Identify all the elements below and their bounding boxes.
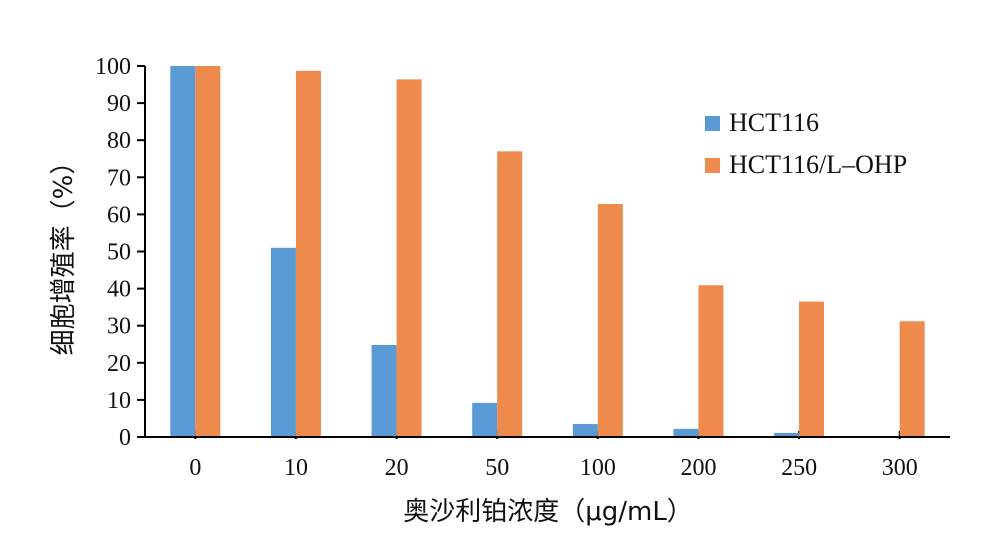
bar-hct116-l-ohp (295, 70, 321, 437)
bar-hct116-l-ohp (195, 66, 221, 437)
x-tick-label: 0 (189, 455, 201, 481)
legend-swatch (705, 116, 720, 131)
y-tick-label: 0 (119, 425, 131, 451)
y-axis: 0 10 20 30 40 50 60 70 80 90 100 (95, 54, 146, 451)
x-axis-title: 奥沙利铂浓度（μg/mL） (403, 497, 693, 527)
x-tick-label: 300 (882, 455, 918, 481)
legend: HCT116 HCT116/L–OHP (705, 108, 907, 179)
bar-hct116-l-ohp (497, 151, 523, 437)
y-axis-title: 细胞增殖率（%） (49, 149, 79, 356)
bar-hct116-l-ohp (396, 79, 422, 437)
x-tick-label: 200 (680, 455, 716, 481)
bar-hct116 (170, 66, 196, 437)
y-tick-label: 100 (95, 54, 131, 80)
bar-hct116-l-ohp (799, 301, 825, 437)
y-tick-label: 70 (107, 165, 131, 191)
y-tick-label: 10 (107, 388, 131, 414)
bars (145, 66, 950, 438)
x-tick-label: 100 (580, 455, 616, 481)
y-tick-label: 80 (107, 128, 131, 154)
y-tick-label: 20 (107, 351, 131, 377)
y-tick-label: 50 (107, 240, 131, 266)
x-tick-label: 10 (284, 455, 308, 481)
bar-hct116-l-ohp (597, 204, 623, 437)
x-tick-label: 20 (385, 455, 409, 481)
bar-hct116 (270, 247, 296, 437)
bar-hct116 (572, 424, 598, 437)
y-tick-label: 40 (107, 277, 131, 303)
legend-label: HCT116 (729, 108, 819, 137)
bar-hct116 (371, 344, 397, 437)
y-tick-label: 30 (107, 314, 131, 340)
bar-hct116-l-ohp (899, 321, 925, 437)
bar-hct116 (472, 402, 498, 437)
y-tick-label: 90 (107, 91, 131, 117)
y-tick-label: 60 (107, 202, 131, 228)
bar-hct116 (774, 432, 800, 437)
x-tick-label: 250 (781, 455, 817, 481)
bar-hct116-l-ohp (698, 285, 724, 437)
bar-hct116 (673, 428, 699, 437)
legend-label: HCT116/L–OHP (729, 150, 907, 179)
x-axis: 0 10 20 50 100 200 250 300 (145, 431, 950, 481)
x-tick-label: 50 (485, 455, 509, 481)
legend-swatch (705, 158, 720, 173)
